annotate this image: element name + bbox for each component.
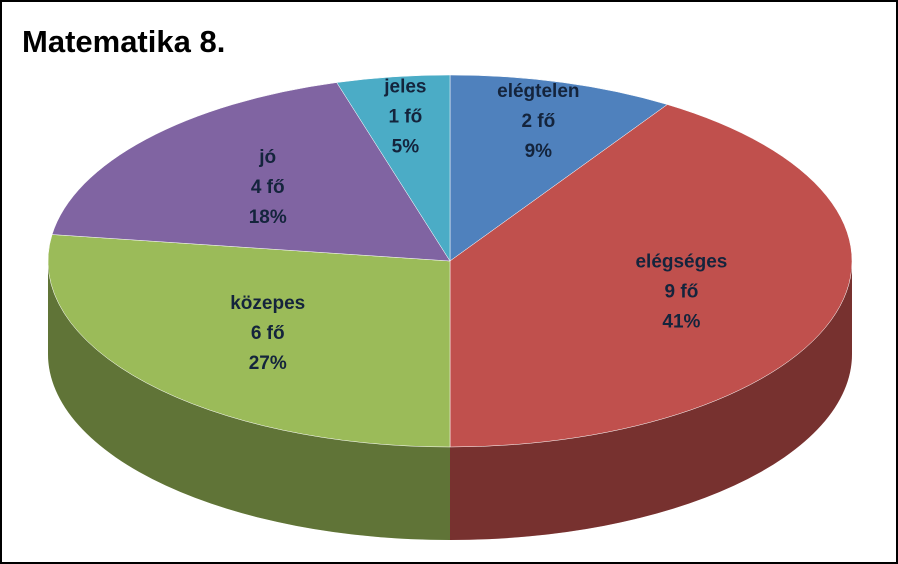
slice-category-label: jeles [383,76,426,97]
pie-sides [48,261,852,540]
slice [47,234,451,448]
slice [51,82,451,262]
slice-category-label: jó [258,147,276,168]
slice-value-label: 6 fő [251,323,285,344]
slice-category-label: elégtelen [497,81,579,102]
slice-side-shade [450,261,852,540]
pie-labels: elégtelen 2 fő 9% elégséges 9 fő 41% közepes 6 … [230,76,727,374]
slice-value-label: 1 fő [388,106,422,127]
slice-percentage-label: 41% [662,311,700,332]
pie-tops [47,74,853,448]
slice-percentage-label: 5% [392,136,420,157]
slice-side [48,261,450,540]
slice-value-label: 2 fő [521,111,555,132]
slice [449,104,853,448]
slice-percentage-label: 18% [249,207,287,228]
slice [336,74,451,262]
slice-category-label: közepes [230,293,305,314]
slice-category-label: elégséges [635,251,727,272]
slice-percentage-label: 27% [249,353,287,374]
slice-value-label: 4 fő [251,177,285,198]
slice-value-label: 9 fő [665,281,699,302]
slice-side-shade [48,261,450,540]
slice-side [450,261,852,540]
slice-percentage-label: 9% [525,141,553,162]
chart-title: Matematika 8. [22,24,225,59]
slice [449,74,668,262]
